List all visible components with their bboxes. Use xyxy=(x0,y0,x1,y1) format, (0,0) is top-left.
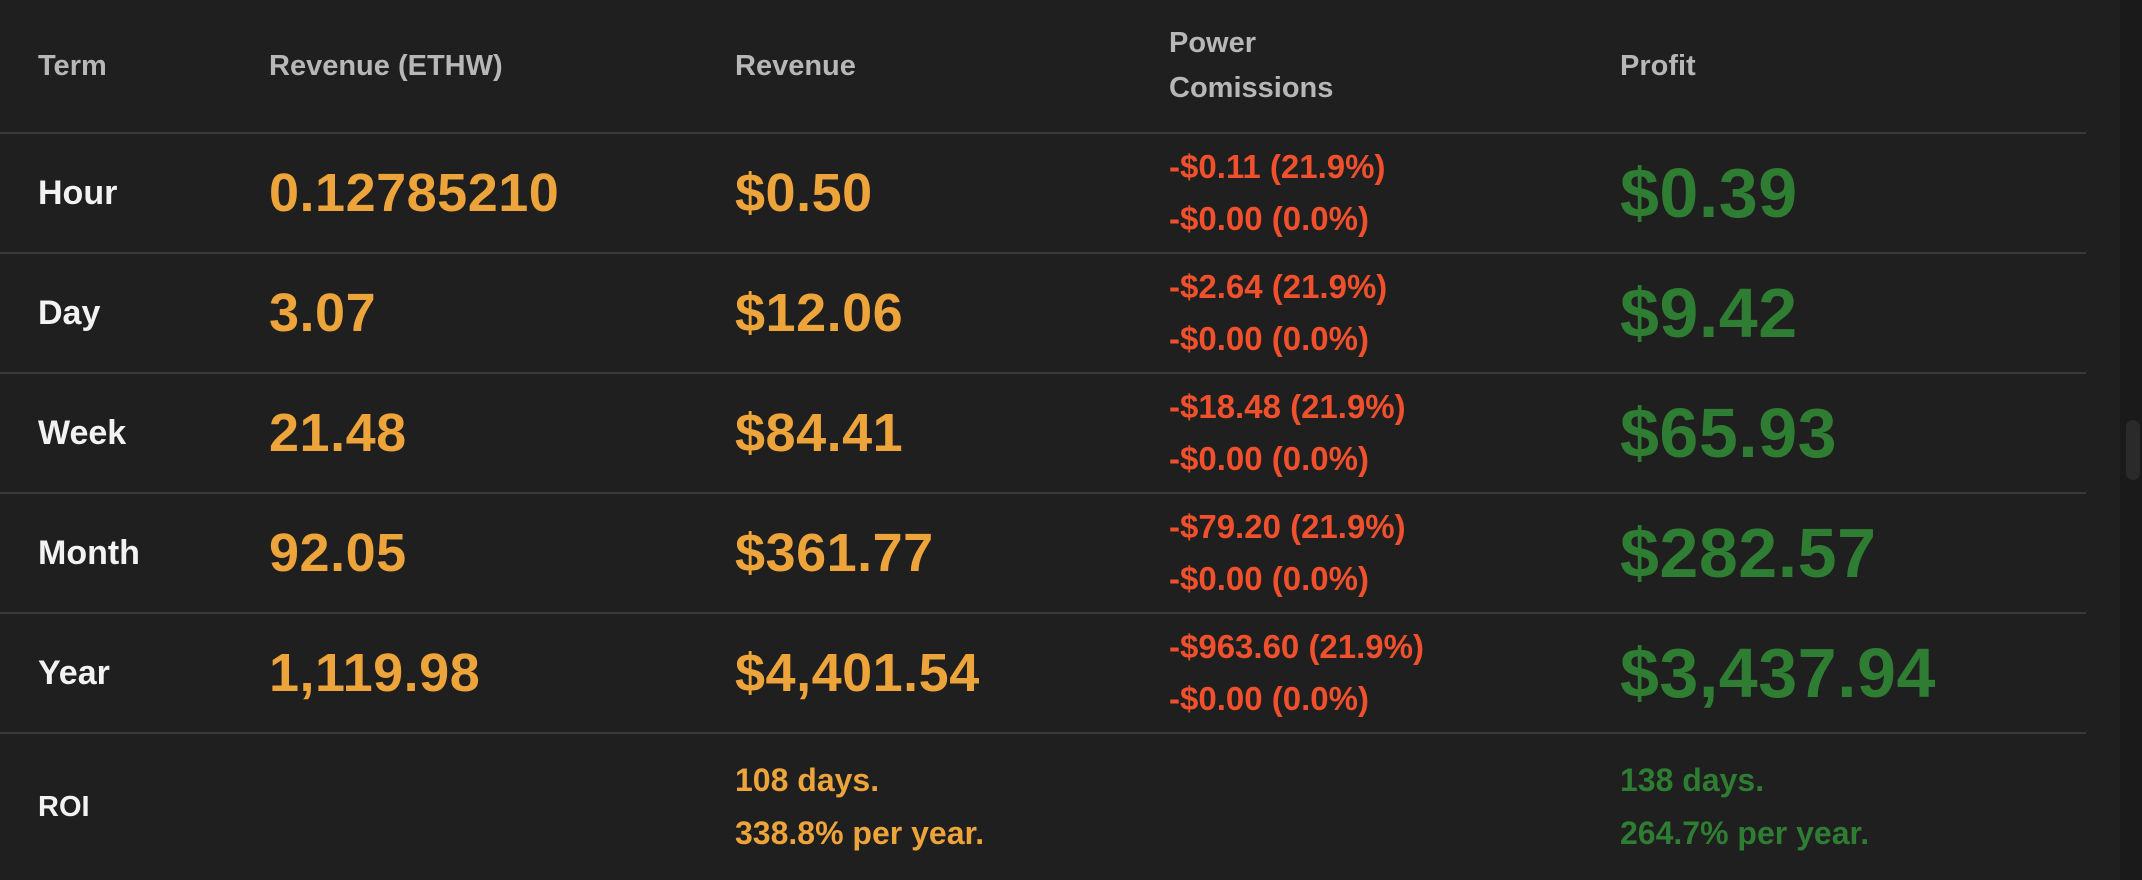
revenue-ethw-value: 3.07 xyxy=(269,283,377,343)
term-label: Week xyxy=(38,413,127,452)
revenue-cell: $361.77 xyxy=(735,494,934,612)
profit-value: $65.93 xyxy=(1620,394,1838,472)
header-term-cell: Term xyxy=(38,0,107,132)
header-power-cell: Power Comissions xyxy=(1169,0,1333,132)
table-row: Month 92.05 $361.77 -$79.20 (21.9%) -$0.… xyxy=(0,494,2086,614)
revenue-cell: $0.50 xyxy=(735,134,873,252)
header-term: Term xyxy=(38,49,107,82)
header-comissions: Comissions xyxy=(1169,72,1334,104)
commission-cost: -$0.00 (0.0%) xyxy=(1169,560,1369,597)
profit-cell: $9.42 xyxy=(1620,254,1798,372)
power-cost: -$79.20 (21.9%) xyxy=(1169,508,1406,545)
power-commission-cell: -$79.20 (21.9%) -$0.00 (0.0%) xyxy=(1169,494,1406,612)
revenue-ethw-cell: 3.07 xyxy=(269,254,376,372)
commission-cost: -$0.00 (0.0%) xyxy=(1169,680,1369,717)
header-revenue-ethw-cell: Revenue (ETHW) xyxy=(269,0,503,132)
term-cell: Day xyxy=(38,254,100,372)
revenue-value: $361.77 xyxy=(735,523,934,583)
revenue-cell: $4,401.54 xyxy=(735,614,980,732)
table-row: Hour 0.12785210 $0.50 -$0.11 (21.9%) -$0… xyxy=(0,134,2086,254)
power-cost: -$2.64 (21.9%) xyxy=(1169,268,1388,305)
revenue-ethw-cell: 0.12785210 xyxy=(269,134,559,252)
roi-profit-days: 138 days. xyxy=(1620,762,1765,798)
power-cost: -$18.48 (21.9%) xyxy=(1169,388,1406,425)
revenue-ethw-cell: 92.05 xyxy=(269,494,407,612)
table-row: Day 3.07 $12.06 -$2.64 (21.9%) -$0.00 (0… xyxy=(0,254,2086,374)
roi-profit-cell: 138 days. 264.7% per year. xyxy=(1620,734,1869,880)
term-label: Hour xyxy=(38,173,118,212)
revenue-value: $4,401.54 xyxy=(735,643,980,703)
roi-revenue-rate: 338.8% per year. xyxy=(735,815,985,851)
term-label: Day xyxy=(38,293,101,332)
profit-cell: $3,437.94 xyxy=(1620,614,1936,732)
profit-value: $282.57 xyxy=(1620,514,1877,592)
header-revenue-ethw: Revenue (ETHW) xyxy=(269,49,503,82)
revenue-value: $0.50 xyxy=(735,163,873,223)
term-label: Year xyxy=(38,653,110,692)
power-commission-cell: -$18.48 (21.9%) -$0.00 (0.0%) xyxy=(1169,374,1406,492)
power-commission-cell: -$963.60 (21.9%) -$0.00 (0.0%) xyxy=(1169,614,1424,732)
commission-cost: -$0.00 (0.0%) xyxy=(1169,200,1369,237)
term-label: Month xyxy=(38,533,140,572)
term-cell: Year xyxy=(38,614,110,732)
profitability-table: Term Revenue (ETHW) Revenue Power Comiss… xyxy=(0,0,2086,880)
profit-value: $0.39 xyxy=(1620,154,1798,232)
table-header-row: Term Revenue (ETHW) Revenue Power Comiss… xyxy=(0,0,2086,134)
header-profit-cell: Profit xyxy=(1620,0,1696,132)
table-row: Week 21.48 $84.41 -$18.48 (21.9%) -$0.00… xyxy=(0,374,2086,494)
roi-revenue-days: 108 days. xyxy=(735,762,880,798)
header-revenue: Revenue xyxy=(735,49,856,82)
revenue-cell: $84.41 xyxy=(735,374,903,492)
revenue-ethw-cell: 1,119.98 xyxy=(269,614,480,732)
revenue-ethw-value: 0.12785210 xyxy=(269,163,560,223)
header-revenue-cell: Revenue xyxy=(735,0,856,132)
revenue-ethw-value: 1,119.98 xyxy=(269,643,481,703)
profit-value: $9.42 xyxy=(1620,274,1798,352)
commission-cost: -$0.00 (0.0%) xyxy=(1169,320,1369,357)
roi-row: ROI 108 days. 338.8% per year. 138 days.… xyxy=(0,734,2086,880)
power-commission-cell: -$2.64 (21.9%) -$0.00 (0.0%) xyxy=(1169,254,1387,372)
roi-revenue-cell: 108 days. 338.8% per year. xyxy=(735,734,984,880)
profit-cell: $0.39 xyxy=(1620,134,1798,252)
scrollbar-track[interactable] xyxy=(2120,0,2142,880)
roi-label: ROI xyxy=(38,790,90,823)
header-power: Power xyxy=(1169,27,1257,59)
power-cost: -$0.11 (21.9%) xyxy=(1169,148,1386,185)
term-cell: Week xyxy=(38,374,126,492)
roi-label-cell: ROI xyxy=(38,734,90,880)
commission-cost: -$0.00 (0.0%) xyxy=(1169,440,1369,477)
power-commission-cell: -$0.11 (21.9%) -$0.00 (0.0%) xyxy=(1169,134,1385,252)
term-cell: Hour xyxy=(38,134,117,252)
profit-cell: $65.93 xyxy=(1620,374,1837,492)
revenue-ethw-value: 21.48 xyxy=(269,403,407,463)
revenue-value: $12.06 xyxy=(735,283,904,343)
roi-profit-rate: 264.7% per year. xyxy=(1620,815,1870,851)
revenue-value: $84.41 xyxy=(735,403,904,463)
revenue-ethw-value: 92.05 xyxy=(269,523,407,583)
revenue-cell: $12.06 xyxy=(735,254,903,372)
revenue-ethw-cell: 21.48 xyxy=(269,374,407,492)
power-cost: -$963.60 (21.9%) xyxy=(1169,628,1424,665)
scrollbar-thumb[interactable] xyxy=(2126,420,2140,480)
header-profit: Profit xyxy=(1620,49,1696,82)
table-row: Year 1,119.98 $4,401.54 -$963.60 (21.9%)… xyxy=(0,614,2086,734)
term-cell: Month xyxy=(38,494,140,612)
profit-cell: $282.57 xyxy=(1620,494,1877,612)
profit-value: $3,437.94 xyxy=(1620,634,1936,712)
